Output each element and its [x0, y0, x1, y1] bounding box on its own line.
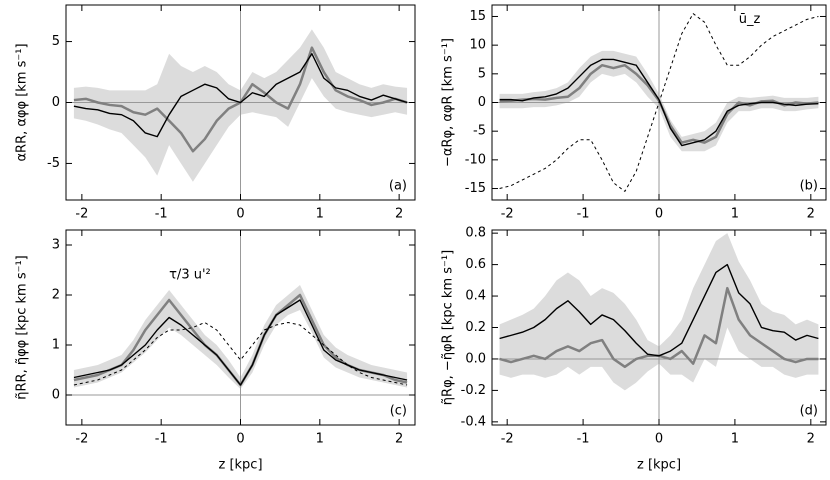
y-tick-label: 5 [52, 34, 60, 49]
x-tick-label: 0 [655, 432, 663, 447]
annotation: ū_z [739, 12, 761, 27]
x-axis-label: z [kpc] [218, 458, 262, 473]
annotation: τ/3 u'² [169, 268, 211, 283]
y-axis-label: −αRφ, αφR [km s⁻¹] [441, 38, 456, 167]
data-line [73, 299, 408, 386]
x-tick-label: 1 [731, 207, 739, 222]
x-tick-label: -1 [577, 207, 590, 222]
data-line [73, 53, 408, 138]
x-tick-label: 1 [731, 432, 739, 447]
y-axis-label: η̃Rφ, −η̃φR [kpc km s⁻¹] [441, 250, 456, 405]
y-tick-label: 0.8 [465, 226, 486, 241]
y-tick-label: -15 [465, 181, 486, 196]
x-tick-label: 2 [395, 432, 403, 447]
lines [73, 46, 408, 153]
x-axis-label: z [kpc] [637, 458, 681, 473]
lines [73, 293, 408, 387]
data-line [499, 263, 819, 357]
y-tick-label: 1 [52, 338, 60, 353]
data-line [73, 322, 408, 386]
y-axis-label: η̃RR, η̃φφ [kpc km s⁻¹] [15, 255, 30, 399]
x-tick-label: 1 [316, 432, 324, 447]
y-tick-label: 0.2 [465, 320, 486, 335]
x-tick-label: 0 [655, 207, 663, 222]
x-tick-label: -1 [155, 432, 168, 447]
plot-area [73, 285, 408, 389]
x-tick-label: 2 [395, 207, 403, 222]
x-tick-label: -2 [501, 432, 514, 447]
y-tick-label: 0.6 [465, 257, 486, 272]
panel-label: (b) [800, 179, 818, 194]
range-band [73, 285, 408, 389]
y-tick-label: 15 [469, 9, 486, 24]
lines [499, 263, 819, 369]
y-tick-label: 5 [478, 66, 486, 81]
x-tick-label: -1 [155, 207, 168, 222]
y-tick-label: -5 [47, 156, 60, 171]
x-tick-label: 2 [807, 432, 815, 447]
y-axis-label: αRR, αφφ [km s⁻¹] [15, 43, 30, 161]
data-line [499, 13, 819, 192]
x-tick-label: 1 [316, 207, 324, 222]
panel-label: (c) [390, 404, 407, 419]
x-tick-label: 2 [807, 207, 815, 222]
x-tick-label: 0 [236, 432, 244, 447]
x-tick-label: -2 [75, 207, 88, 222]
y-tick-label: -5 [473, 124, 486, 139]
y-tick-label: 2 [52, 288, 60, 303]
y-tick-label: -0.2 [461, 383, 486, 398]
x-tick-label: 0 [236, 207, 244, 222]
y-tick-label: 0 [52, 388, 60, 403]
x-tick-label: -1 [577, 432, 590, 447]
lines [499, 13, 819, 192]
data-line [499, 58, 819, 147]
y-tick-label: 0.4 [465, 289, 486, 304]
y-tick-label: -0.4 [461, 414, 486, 429]
y-tick-label: 0 [52, 95, 60, 110]
panel-label: (a) [389, 179, 407, 194]
x-tick-label: -2 [501, 207, 514, 222]
y-tick-label: 10 [469, 38, 486, 53]
y-tick-label: 3 [52, 238, 60, 253]
panel-label: (d) [800, 404, 818, 419]
x-tick-label: -2 [75, 432, 88, 447]
y-tick-label: 0.0 [465, 351, 486, 366]
y-tick-label: -10 [465, 152, 486, 167]
y-tick-label: 0 [478, 95, 486, 110]
